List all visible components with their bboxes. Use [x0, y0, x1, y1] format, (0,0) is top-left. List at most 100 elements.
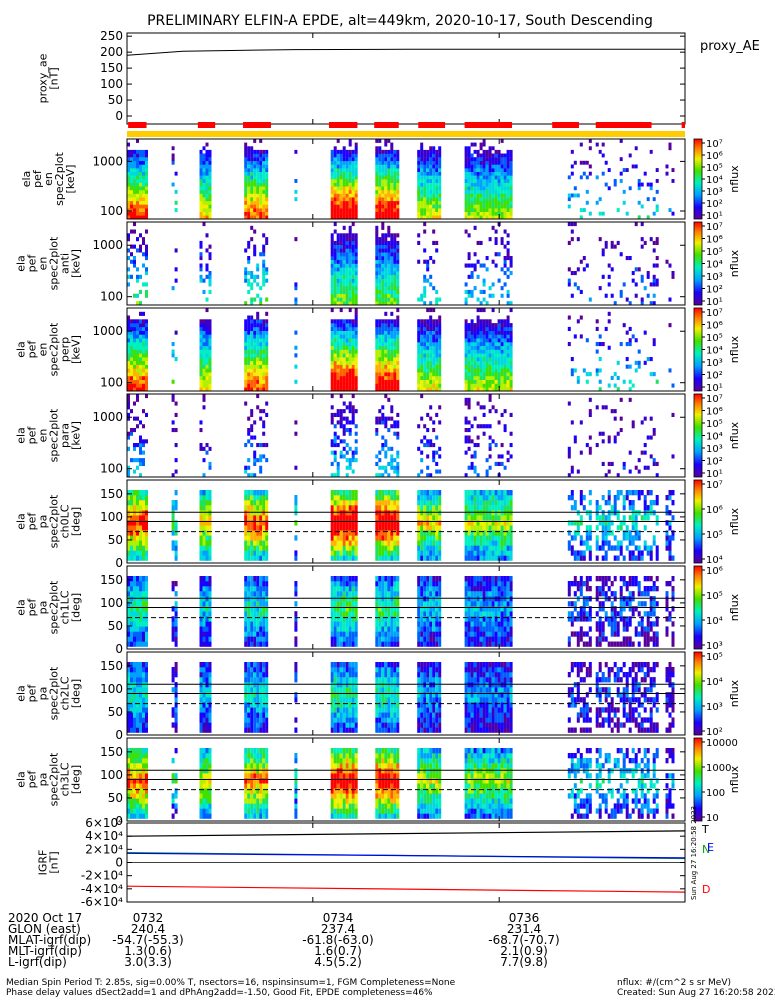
- spec_en-cell: [467, 208, 471, 212]
- spec_en-cell: [345, 175, 349, 180]
- spec_perp-cell: [494, 368, 498, 373]
- spec_para-cell: [345, 465, 349, 470]
- spec_perp-cell: [145, 383, 148, 388]
- pa_ch0-cell: [485, 530, 489, 536]
- spec_en-cell: [435, 164, 439, 169]
- spec_en-cell: [127, 204, 130, 209]
- spec_perp-cell: [378, 357, 382, 362]
- pa_ch0-cell: [339, 555, 343, 561]
- spec_anti-cell: [567, 267, 571, 272]
- spec_perp-cell: [378, 330, 382, 335]
- spec_en-cell: [423, 175, 427, 180]
- ae-ylabel: [nT]: [48, 67, 61, 89]
- spec_en-cell: [244, 146, 248, 151]
- spec_en-cell: [390, 175, 394, 180]
- pa_ch0-cell: [467, 540, 471, 546]
- pa_ch0-cell: [482, 555, 486, 561]
- pa_ch0-cell: [503, 545, 507, 551]
- spec_anti-cell: [396, 267, 400, 272]
- spec_anti-cell: [509, 301, 513, 306]
- spec_perp-cell: [336, 330, 340, 335]
- spec_en-cell: [378, 189, 382, 194]
- spec_en-cell: [336, 182, 340, 187]
- pa_ch0-cell: [384, 515, 388, 521]
- spec_para-cell: [426, 443, 430, 448]
- spec_perp-cell: [256, 319, 260, 324]
- spec_en-cell: [570, 171, 574, 176]
- spec_anti-cell: [652, 293, 656, 298]
- spec_perp-cell: [250, 360, 254, 365]
- spec_anti-cell: [250, 297, 254, 302]
- spec_en-cell: [435, 160, 439, 165]
- spec_en-cell: [351, 200, 355, 205]
- spec_anti-cell: [464, 229, 468, 234]
- spec_anti-cell: [494, 237, 498, 242]
- spec_perp-cell: [336, 323, 340, 328]
- spec_perp-cell: [142, 379, 145, 384]
- spec_perp-cell: [479, 323, 483, 328]
- spec_en-cell: [438, 193, 442, 198]
- pa_ch0-cell: [342, 545, 346, 551]
- spec_para-cell: [139, 439, 142, 444]
- spec_en-cell: [429, 186, 433, 191]
- spec_en-cell: [420, 193, 424, 198]
- spec_para-cell: [393, 431, 397, 436]
- spec_anti-cell: [145, 252, 148, 257]
- pa_ch0-ylabel: ela: [15, 513, 28, 530]
- spec_en-cell: [485, 168, 489, 172]
- pa_ch0-cell: [588, 500, 592, 506]
- pa_ch0-cell: [265, 550, 269, 556]
- spec_en-cell: [585, 175, 589, 180]
- spec_en-cell: [199, 189, 203, 194]
- spec_en-cell: [381, 197, 385, 202]
- spec_perp-cell: [467, 323, 471, 328]
- pa_ch0-cell: [339, 530, 343, 536]
- pa_ch0-cell: [616, 515, 620, 521]
- pa_ch0-cell: [351, 550, 355, 556]
- spec_en-cell: [420, 146, 424, 151]
- spec_anti-cell: [139, 248, 142, 253]
- spec_en-cell: [136, 193, 139, 198]
- pa_ch0-cell: [384, 540, 388, 546]
- spec_en-cell: [435, 186, 439, 191]
- spec_perp-cell: [381, 330, 385, 335]
- spec_en-cell: [631, 164, 635, 169]
- spec_perp-cell: [205, 338, 209, 343]
- spec_perp-cell: [208, 323, 212, 328]
- spec_en-cell: [136, 182, 139, 187]
- spec_perp-cell: [506, 323, 510, 328]
- spec_anti-cell: [601, 274, 605, 279]
- spec_para-cell: [259, 454, 263, 459]
- spec_perp-cell: [473, 338, 477, 343]
- spec_para-cell: [375, 428, 379, 433]
- spec_perp-cell: [506, 372, 510, 377]
- spec_perp-cell: [351, 360, 355, 365]
- spec_anti-cell: [354, 240, 358, 245]
- spec_en-cell: [467, 168, 471, 172]
- spec_perp-cell: [354, 379, 358, 384]
- pa_ch0-cell: [649, 555, 653, 561]
- pa_ch0-cell: [247, 525, 251, 531]
- spec_en-cell: [485, 175, 489, 180]
- spec_perp-cell: [333, 349, 337, 354]
- spec_perp-cell: [479, 326, 483, 331]
- spec_para-cell: [253, 458, 257, 463]
- pa_ch0-cell: [601, 555, 605, 561]
- spec_perp-cell: [497, 357, 501, 362]
- spec_perp-cell: [265, 368, 269, 373]
- spec_en-cell: [488, 189, 492, 194]
- spec_perp-cell: [375, 379, 379, 384]
- pa_ch0-cell: [488, 550, 492, 556]
- spec_perp-cell: [256, 345, 260, 350]
- spec_perp-cell: [396, 360, 400, 365]
- spec_en-cell: [506, 189, 510, 194]
- spec_para-cell: [604, 405, 608, 410]
- spec_en-cell: [345, 215, 349, 220]
- pa_ch0-cell: [250, 545, 254, 551]
- pa_ch0-cell: [375, 490, 379, 496]
- spec_en-cell: [432, 171, 436, 176]
- spec_perp-cell: [247, 323, 251, 328]
- spec_perp-cell: [202, 330, 206, 335]
- spec_en-cell: [256, 182, 260, 187]
- pa_ch0-cell: [145, 525, 148, 531]
